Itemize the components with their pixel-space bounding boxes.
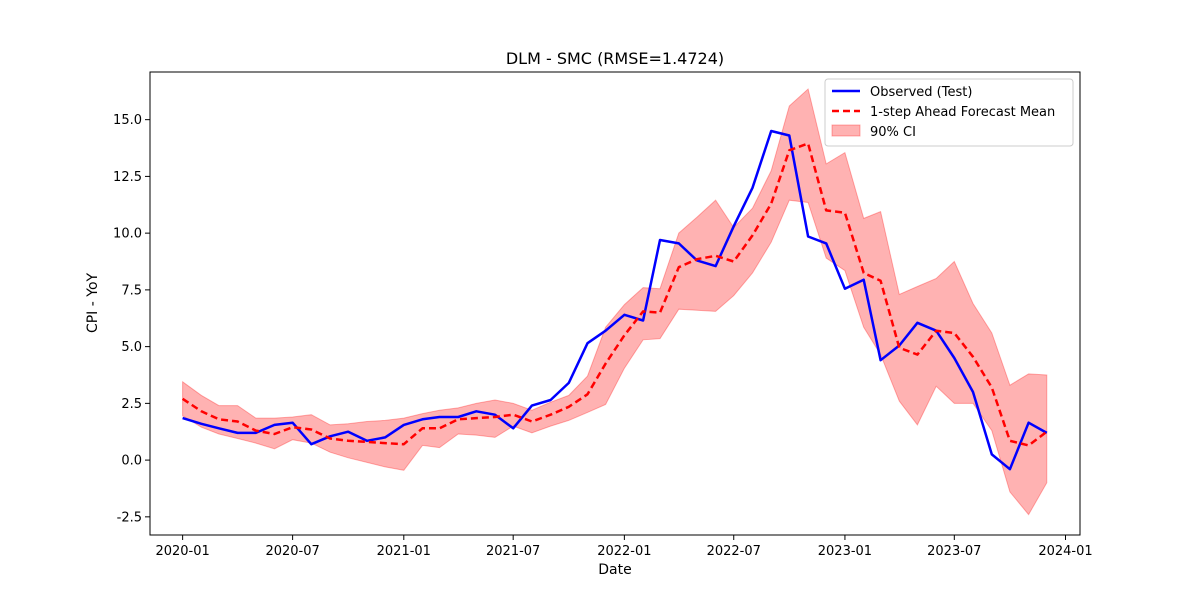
ci-band-layer bbox=[182, 88, 1048, 516]
y-tick-label: 0.0 bbox=[121, 454, 142, 469]
forecast-mean-line bbox=[181, 142, 1048, 447]
legend-label-observed: Observed (Test) bbox=[870, 85, 972, 100]
ci-band bbox=[182, 88, 1048, 516]
y-tick-label: 5.0 bbox=[121, 340, 142, 355]
x-tick-label: 2023-01 bbox=[818, 544, 872, 559]
x-tick-label: 2021-07 bbox=[486, 544, 540, 559]
y-tick-label: 15.0 bbox=[113, 113, 142, 128]
x-tick-label: 2021-01 bbox=[377, 544, 431, 559]
y-tick-label: 2.5 bbox=[121, 397, 142, 412]
x-tick-label: 2022-01 bbox=[597, 544, 651, 559]
plot-frame bbox=[149, 71, 1081, 536]
legend-label-ci: 90% CI bbox=[870, 125, 916, 140]
x-tick-label: 2020-07 bbox=[265, 544, 319, 559]
y-tick-label: 7.5 bbox=[121, 283, 142, 298]
legend-swatch-ci bbox=[831, 124, 861, 137]
chart-title: DLM - SMC (RMSE=1.4724) bbox=[506, 49, 724, 68]
legend-label-forecast: 1-step Ahead Forecast Mean bbox=[870, 105, 1055, 120]
x-tick-label: 2022-07 bbox=[707, 544, 761, 559]
x-axis-label: Date bbox=[598, 562, 631, 578]
y-tick-label: -2.5 bbox=[117, 510, 142, 525]
y-axis-label: CPI - YoY bbox=[85, 272, 101, 333]
series-layer bbox=[181, 129, 1048, 471]
x-tick-label: 2023-07 bbox=[927, 544, 981, 559]
x-tick-label: 2020-01 bbox=[155, 544, 209, 559]
y-tick-label: 10.0 bbox=[113, 227, 142, 242]
legend: Observed (Test) 1-step Ahead Forecast Me… bbox=[824, 78, 1074, 147]
x-axis: 2020-01 2020-07 2021-01 2021-07 2022-01 2022-… bbox=[155, 535, 1093, 559]
x-tick-label: 2024-01 bbox=[1038, 544, 1092, 559]
y-tick-label: 12.5 bbox=[113, 170, 142, 185]
legend-box bbox=[824, 78, 1074, 147]
y-axis: -2.5 0.0 2.5 5.0 7.5 10.0 12.5 15.0 bbox=[113, 113, 150, 525]
